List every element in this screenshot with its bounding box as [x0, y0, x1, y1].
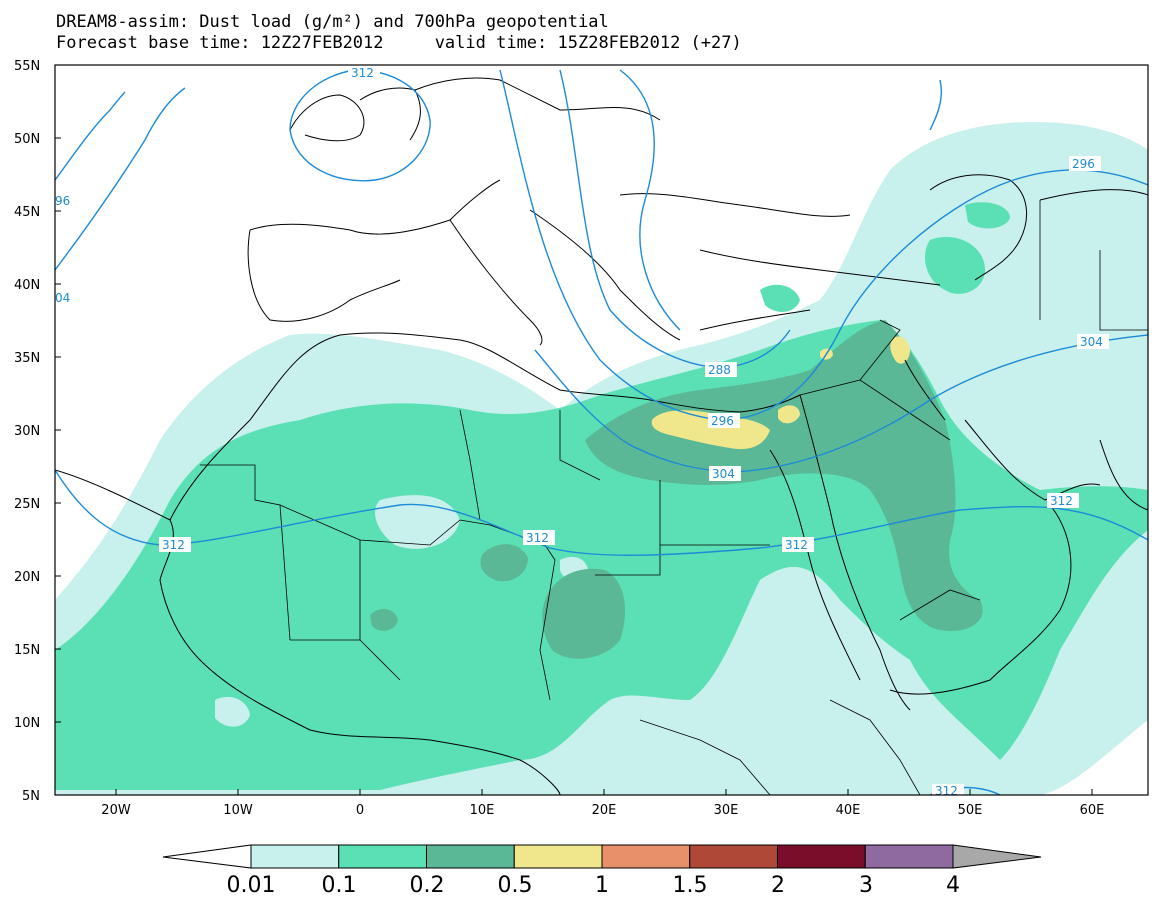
lat-label: 5N	[22, 789, 40, 804]
colorbar-label: 0.1	[322, 873, 357, 898]
dust-hole-sahara	[375, 495, 460, 549]
dust-band-0.2-chad	[542, 568, 625, 659]
colorbar-swatch	[601, 844, 691, 869]
dust-band-0.5-sinai	[778, 405, 800, 424]
map-title: DREAM8-assim: Dust load (g/m²) and 700hP…	[56, 12, 609, 32]
contour-288	[559, 69, 791, 369]
contour-312-loop	[289, 69, 431, 182]
contour-label: 296	[1072, 157, 1095, 171]
lon-label: 0	[356, 803, 364, 818]
contour-label: 96	[55, 194, 70, 208]
contour-296-west	[55, 87, 186, 271]
lat-label: 10N	[14, 716, 40, 731]
dust-band-0.1-turkey	[760, 284, 800, 312]
lon-label: 50E	[958, 803, 983, 818]
lat-label: 40N	[14, 278, 40, 293]
lat-label: 55N	[14, 59, 40, 74]
dust-band-0.5-iraq	[890, 336, 910, 364]
contour-label: 312	[785, 538, 808, 552]
colorbar-label: 1.5	[673, 873, 708, 898]
contour-label: 312	[162, 538, 185, 552]
colorbar-label: 2	[771, 873, 785, 898]
colorbar-label: 4	[946, 873, 960, 898]
contour-304	[534, 334, 1148, 473]
contour-label: 04	[55, 291, 70, 305]
dust-band-0.2-niger	[480, 544, 528, 582]
contour-296	[499, 69, 1148, 421]
colorbar-swatch	[689, 844, 778, 869]
contour-labels: 312 312 312 312 312 312 304 304 296 296 …	[55, 65, 1109, 798]
lon-label: 40E	[836, 803, 861, 818]
dust-band-0.2-egypt	[585, 320, 983, 631]
colorbar-label: 0.01	[227, 873, 276, 898]
colorbar-under-arrow	[162, 844, 252, 869]
lon-label: 30E	[714, 803, 739, 818]
lat-label: 45N	[14, 205, 40, 220]
dust-band-0.1-caspian	[965, 202, 1010, 229]
colorbar-label: 0.2	[410, 873, 445, 898]
colorbar-swatch	[513, 844, 603, 869]
colorbar-swatch	[777, 844, 866, 869]
lat-label: 35N	[14, 351, 40, 366]
lat-label: 50N	[14, 132, 40, 147]
lat-label: 20N	[14, 570, 40, 585]
colorbar-label: 1	[595, 873, 609, 898]
colorbar-swatch	[426, 844, 515, 869]
lon-label: 20W	[101, 803, 131, 818]
colorbar-over-arrow	[952, 844, 1042, 869]
coastlines	[55, 77, 1148, 795]
lat-label: 15N	[14, 643, 40, 658]
contour-label: 312	[526, 531, 549, 545]
axis-ticks	[55, 64, 1093, 795]
dust-band-0.1-ne	[925, 236, 985, 294]
lat-label: 25N	[14, 497, 40, 512]
colorbar-swatch	[338, 844, 427, 869]
colorbar: 0.01 0.1 0.2 0.5 1 1.5 2 3 4	[162, 844, 1042, 898]
lon-label: 60E	[1080, 803, 1105, 818]
contour-label: 304	[712, 467, 735, 481]
lon-label: 20E	[592, 803, 617, 818]
map-subtitle: Forecast base time: 12Z27FEB2012 valid t…	[56, 33, 742, 53]
longitude-labels: 20W 10W 0 10E 20E 30E 40E 50E 60E	[101, 803, 1104, 818]
contour-288-b	[619, 69, 681, 331]
contour-label: 304	[1080, 335, 1103, 349]
colorbar-label: 0.5	[498, 873, 533, 898]
colorbar-label: 3	[859, 873, 873, 898]
country-borders	[200, 200, 1148, 795]
contour-label: 288	[708, 363, 731, 377]
dust-band-0.2-mali	[370, 608, 398, 631]
contour-label: 296	[711, 414, 734, 428]
colorbar-swatch	[864, 844, 954, 869]
contour-label: 312	[935, 784, 958, 798]
dust-band-0.5-egypt	[651, 410, 770, 450]
lon-label: 10E	[470, 803, 495, 818]
lat-label: 30N	[14, 424, 40, 439]
contour-label: 312	[1050, 494, 1073, 508]
latitude-labels: 55N 50N 45N 40N 35N 30N 25N 20N 15N 10N …	[14, 59, 40, 804]
colorbar-swatch	[250, 844, 340, 869]
contour-296-ne	[929, 79, 942, 131]
lon-label: 10W	[223, 803, 253, 818]
contour-304-west	[55, 91, 126, 181]
dust-hole-senegal	[215, 696, 250, 727]
contour-label: 312	[351, 66, 374, 80]
